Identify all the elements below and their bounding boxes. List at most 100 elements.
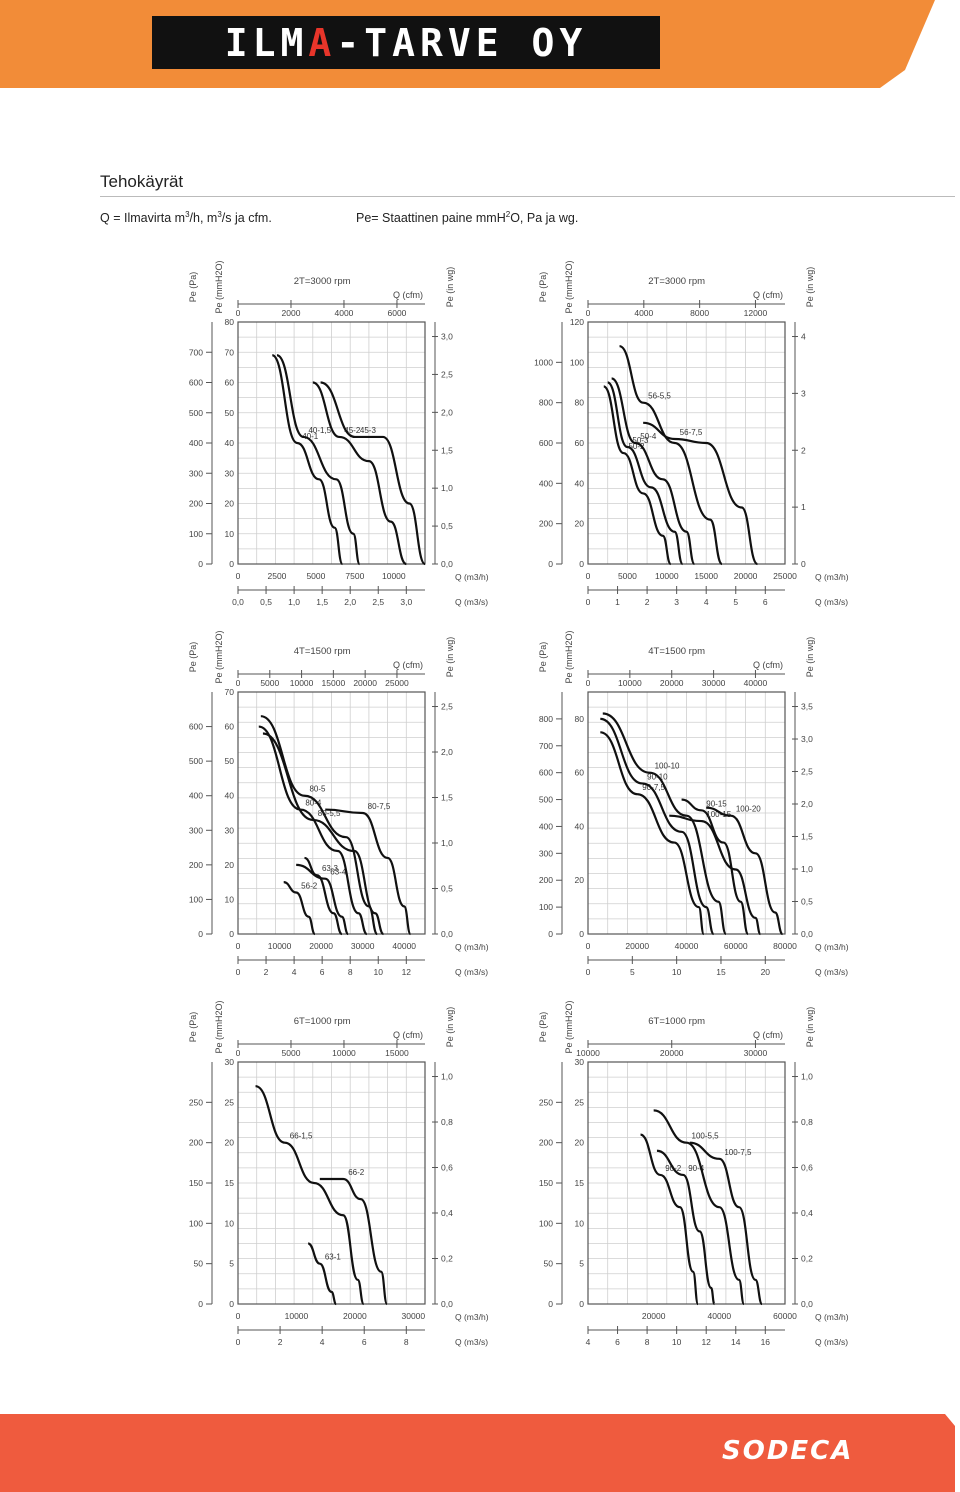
ms-axis-label: Q (m3/s) [815,1337,848,1347]
mmh2o-tick-label: 40 [225,438,235,448]
cfm-tick-label: 20000 [660,678,684,688]
curve-66-1-5 [255,1085,365,1306]
curve-label: 80-7,5 [368,802,391,811]
curve-45-2 [312,381,407,566]
chart-2t-3000-b: Pe (Pa) Pe (mmH2O) Pe (in wg) 2T=3000 rpm Q … [534,260,849,607]
mmh2o-tick-label: 80 [575,398,585,408]
mmh2o-tick-label: 60 [575,768,585,778]
curve-66-2 [319,1177,389,1306]
pa-tick-label: 0 [198,929,203,939]
pa-tick-label: 150 [189,1178,203,1188]
pa-tick-label: 500 [189,408,203,418]
mmh2o-tick-label: 5 [579,1259,584,1269]
cfm-axis-label: Q (cfm) [753,290,783,300]
pa-tick-label: 200 [189,499,203,509]
x-tick-label: 20000 [309,941,333,951]
pa-tick-label: 200 [539,519,553,529]
ms-tick-label: 4 [704,597,709,607]
pa-tick-label: 600 [189,722,203,732]
y-axis-label: Pe (Pa) [188,272,198,303]
inwg-tick-label: 0,5 [441,521,453,531]
inwg-tick-label: 0,0 [441,1299,453,1309]
x-tick-label: 0 [236,1311,241,1321]
y-axis-label: Pe (Pa) [188,642,198,673]
inwg-tick-label: 0,5 [441,884,453,894]
pa-tick-label: 1000 [534,357,553,367]
plot-frame [237,691,426,935]
ms-tick-label: 4 [586,1337,591,1347]
curve-label: 56-2 [301,882,318,891]
curve-63-3 [304,856,343,936]
curve-label: 40-1 [302,432,319,441]
y-axis-label: Pe (mmH2O) [564,630,574,683]
curve-label: 63-4 [330,868,347,877]
mmh2o-tick-label: 0 [579,1299,584,1309]
inwg-tick-label: 1,5 [441,793,453,803]
mmh2o-tick-label: 70 [225,347,235,357]
curve-90-2 [640,1133,700,1306]
x-tick-label: 30000 [401,1311,425,1321]
curve-56-7-5 [643,421,759,566]
curve-100-20 [706,806,784,936]
y-axis-label: Pe (mmH2O) [564,1000,574,1053]
pa-tick-label: 600 [539,768,553,778]
curve-label: 100-20 [736,805,761,814]
pa-tick-label: 500 [189,756,203,766]
ms-tick-label: 5 [630,967,635,977]
cfm-tick-label: 30000 [744,1048,768,1058]
mmh2o-tick-label: 0 [579,929,584,939]
curve-label: 100-10 [655,762,680,771]
inwg-tick-label: 0,0 [441,559,453,569]
ms-tick-label: 10 [672,967,682,977]
plot-frame [587,691,786,935]
cfm-axis-label: Q (cfm) [753,1030,783,1040]
x-tick-label: 20000 [734,571,758,581]
cfm-tick-label: 8000 [690,308,709,318]
cfm-axis-label: Q (cfm) [393,1030,423,1040]
curve-90-7-5 [600,731,705,936]
curve-label: 80-5 [309,785,326,794]
mmh2o-tick-label: 5 [229,1259,234,1269]
mmh2o-tick-label: 80 [225,317,235,327]
cfm-axis-label: Q (cfm) [393,290,423,300]
inwg-tick-label: 0,4 [441,1208,453,1218]
mmh2o-tick-label: 50 [225,756,235,766]
curve-80-7-5 [325,808,412,936]
y-axis-label: Pe (mmH2O) [214,630,224,683]
curve-80-4 [258,725,368,936]
x-tick-label: 60000 [773,1311,797,1321]
ms-tick-label: 1 [615,597,620,607]
cfm-axis-label: Q (cfm) [753,660,783,670]
x-tick-label: 2500 [267,571,286,581]
inwg-tick-label: 0,2 [441,1254,453,1264]
curve-90-15 [681,798,750,936]
mmh2o-tick-label: 10 [225,894,235,904]
inwg-tick-label: 0,0 [801,929,813,939]
cfm-axis-label: Q (cfm) [393,660,423,670]
ms-tick-label: 10 [374,967,384,977]
cfm-tick-label: 25000 [385,678,409,688]
ms-tick-label: 6 [763,597,768,607]
x-axis-label: Q (m3/h) [815,942,849,952]
pa-tick-label: 100 [189,1218,203,1228]
pa-tick-label: 400 [189,438,203,448]
ms-tick-label: 16 [761,1337,771,1347]
pa-tick-label: 200 [539,1138,553,1148]
curve-label: 63-3 [322,864,339,873]
cfm-tick-label: 20000 [353,678,377,688]
inwg-tick-label: 2,5 [441,702,453,712]
pa-tick-label: 100 [539,902,553,912]
mmh2o-tick-label: 25 [225,1097,235,1107]
chart-title: 6T=1000 rpm [294,1016,351,1027]
ms-tick-label: 0 [586,597,591,607]
curve-100-15 [669,814,762,936]
mmh2o-tick-label: 100 [570,357,584,367]
cfm-tick-label: 12000 [744,308,768,318]
ms-tick-label: 12 [701,1337,711,1347]
inwg-tick-label: 0,8 [801,1117,813,1127]
inwg-tick-label: 0,0 [441,929,453,939]
footer-red-shape [0,1414,955,1492]
sodeca-logo: SODECA [722,1436,854,1466]
inwg-tick-label: 3,5 [801,702,813,712]
inwg-tick-label: 0,5 [801,897,813,907]
